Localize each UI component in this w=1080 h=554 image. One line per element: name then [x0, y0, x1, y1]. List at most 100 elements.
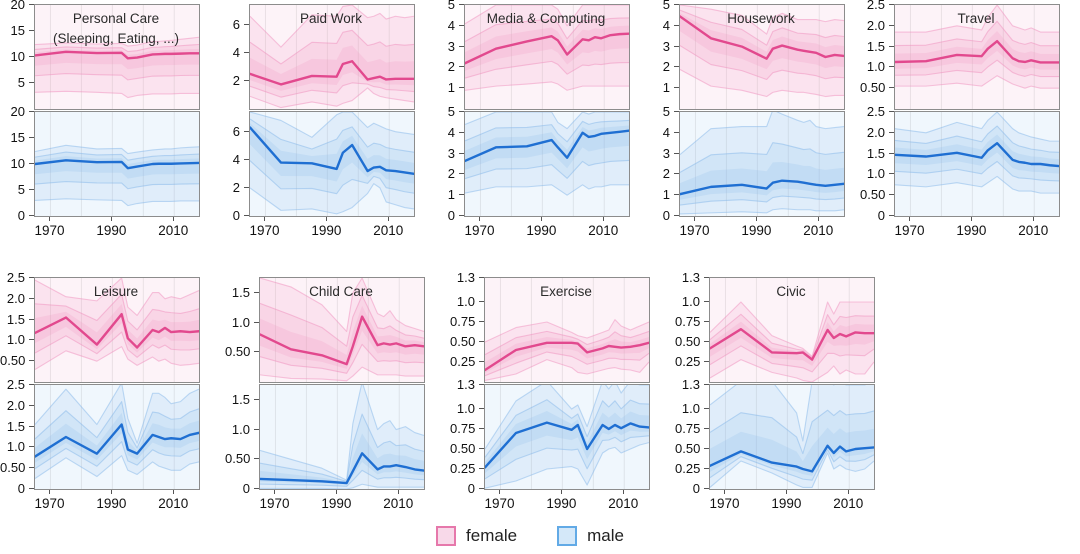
x-tick-mark — [479, 217, 481, 221]
y-tick-mark — [29, 446, 34, 448]
y-tick-label: 1 — [447, 80, 455, 96]
y-tick-label: 0.25 — [675, 354, 701, 369]
y-tick-label: 3 — [447, 38, 455, 54]
y-tick-label: 1.5 — [6, 311, 25, 327]
x-tick-label: 1970 — [34, 496, 65, 511]
y-tick-label: 0.50 — [0, 353, 26, 369]
y-tick-label: 6 — [232, 16, 240, 32]
y-tick-mark — [459, 87, 464, 89]
chart-group-paid-work: 6 4 2 Paid Work 6 4 2 0 1970 1990 2010 — [215, 4, 415, 238]
y-tick-mark — [479, 341, 484, 342]
x-tick-mark — [818, 217, 820, 221]
male-panel-paid-work — [249, 111, 415, 217]
y-tick-label: 10 — [10, 49, 25, 64]
y-tick-mark — [479, 301, 484, 302]
x-tick-mark — [499, 490, 501, 494]
legend-label-female: female — [466, 526, 518, 545]
y-tick-mark — [459, 152, 464, 154]
y-tick-label: 0.50 — [675, 334, 701, 349]
y-tick-label: 0 — [467, 481, 475, 496]
y-tick-mark — [889, 111, 894, 112]
y-tick-label: 5 — [447, 104, 455, 119]
y-tick-label: 0 — [17, 481, 25, 496]
x-tick-label: 1990 — [311, 223, 342, 238]
x-tick-mark — [111, 217, 113, 221]
y-tick-label: 1.0 — [866, 166, 885, 182]
charts-row-bottom: 2.5 2.0 1.5 1.0 0.50 Leisure 2.5 2.0 1.5 1.0 0.50 0… — [0, 271, 1080, 511]
male-swatch-icon — [557, 526, 578, 546]
x-tick-label: 1970 — [709, 496, 740, 511]
female-swatch-icon — [436, 526, 457, 546]
y-tick-label: 1.3 — [456, 270, 475, 285]
y-tick-mark — [889, 131, 894, 133]
y-tick-mark — [244, 158, 249, 160]
y-tick-mark — [29, 189, 34, 190]
y-tick-label: 1.0 — [231, 314, 250, 330]
y-tick-label: 0.75 — [675, 314, 701, 329]
y-tick-mark — [704, 408, 709, 409]
y-tick-label: 2.0 — [6, 397, 25, 413]
y-tick-mark — [459, 111, 464, 112]
y-tick-label: 1.0 — [6, 439, 25, 455]
x-tick-label: 1990 — [546, 496, 577, 511]
y-tick-label: 20 — [10, 104, 25, 119]
x-tick-mark — [623, 490, 625, 494]
y-tick-label: 1 — [447, 187, 455, 203]
y-tick-label: 0.50 — [675, 441, 701, 456]
legend-label-male: male — [587, 526, 624, 545]
chart-group-child-care: 1.5 1.0 0.50 Child Care 1.5 1.0 0.50 0 1970 1990 2… — [225, 277, 425, 511]
y-tick-mark — [254, 428, 259, 430]
y-tick-label: 1.0 — [231, 421, 250, 437]
y-tick-label: 0 — [662, 208, 670, 223]
x-tick-mark — [909, 217, 911, 221]
x-tick-label: 2010 — [803, 223, 834, 238]
x-tick-label: 1990 — [321, 496, 352, 511]
x-tick-label: 1990 — [956, 223, 987, 238]
x-tick-label: 1970 — [34, 223, 65, 238]
x-tick-mark — [786, 490, 788, 494]
male-panel-child-care — [259, 384, 425, 490]
y-tick-mark — [704, 301, 709, 302]
y-tick-label: 0 — [877, 208, 885, 223]
y-tick-label: 4 — [447, 124, 455, 140]
y-tick-label: 1 — [662, 187, 670, 203]
y-tick-mark — [704, 448, 709, 449]
x-tick-mark — [541, 217, 543, 221]
y-tick-mark — [29, 404, 34, 406]
y-tick-label: 3 — [662, 145, 670, 161]
legend-item-male: male — [557, 526, 624, 546]
y-tick-mark — [479, 468, 484, 469]
y-tick-label: 3 — [447, 145, 455, 161]
chart-group-personal-care: 20 15 10 5 Personal Care (Sleeping, Eating, .… — [0, 0, 200, 238]
y-tick-mark — [244, 130, 249, 132]
y-tick-mark — [459, 24, 464, 26]
x-tick-mark — [724, 490, 726, 494]
y-tick-label: 1.5 — [231, 284, 250, 300]
x-tick-label: 1970 — [484, 496, 515, 511]
y-tick-mark — [244, 79, 249, 81]
x-tick-mark — [326, 217, 328, 221]
y-tick-mark — [459, 4, 464, 5]
y-tick-label: 4 — [447, 17, 455, 33]
chart-group-civic: 1.3 1.0 0.75 0.50 0.25 Civic 1.3 1.0 0.75 0.50 0.2… — [675, 271, 875, 511]
x-tick-label: 2010 — [588, 223, 619, 238]
y-tick-mark — [674, 66, 679, 68]
y-tick-label: 2.5 — [6, 377, 25, 392]
y-tick-mark — [479, 321, 484, 322]
x-tick-label: 1990 — [741, 223, 772, 238]
y-tick-mark — [704, 428, 709, 429]
female-panel-exercise — [484, 277, 650, 383]
female-panel-housework — [679, 4, 845, 110]
y-tick-label: 4 — [662, 17, 670, 33]
male-panel-civic — [709, 384, 875, 490]
y-tick-mark — [674, 131, 679, 133]
y-tick-mark — [29, 339, 34, 341]
y-tick-mark — [704, 321, 709, 322]
y-tick-mark — [889, 66, 894, 68]
y-tick-mark — [29, 277, 34, 278]
y-tick-label: 6 — [232, 123, 240, 139]
y-tick-mark — [244, 215, 249, 216]
y-tick-label: 1.5 — [866, 145, 885, 161]
female-panel-child-care — [259, 277, 425, 383]
y-tick-mark — [704, 488, 709, 489]
